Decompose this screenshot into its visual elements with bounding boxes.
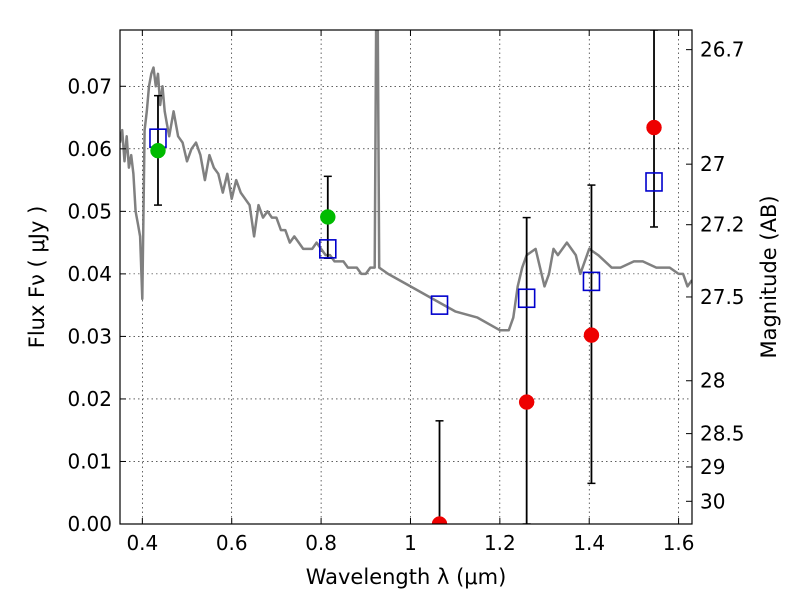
mag-tick-label: 27.2 xyxy=(700,213,745,237)
x-tick-label: 1.2 xyxy=(484,531,516,555)
mag-tick-label: 27 xyxy=(700,152,725,176)
x-tick-label: 0.8 xyxy=(305,531,337,555)
observed-flux-marker xyxy=(431,516,448,524)
y-tick-label: 0.04 xyxy=(67,262,112,286)
y-tick-label: 0.01 xyxy=(67,449,112,473)
model-photometry-marker xyxy=(582,271,601,292)
y-tick-label: 0.05 xyxy=(67,199,112,223)
y-tick-label: 0.06 xyxy=(67,137,112,161)
y-tick-label: 0.00 xyxy=(67,512,112,536)
observed-flux-marker xyxy=(518,394,535,410)
template-spectrum-line xyxy=(120,30,692,332)
x-tick-label: 1 xyxy=(404,531,417,555)
model-photometry-marker xyxy=(645,172,663,192)
y-tick-label: 0.07 xyxy=(67,74,112,98)
model-photometry-marker xyxy=(430,295,449,315)
mag-tick-label: 26.7 xyxy=(700,38,745,62)
x-tick-label: 0.6 xyxy=(216,531,248,555)
observed-flux-marker xyxy=(150,142,166,159)
observed-flux-marker xyxy=(583,327,600,343)
plot-frame xyxy=(119,29,693,525)
x-tick-label: 1.6 xyxy=(663,531,695,555)
plot-area xyxy=(120,30,692,524)
mag-tick-label: 27.5 xyxy=(700,285,745,309)
ticks: 0.4 0.6 0.8 1 1.2 1.4 1.6 0.00 0.01 0.02 0.03 0.04 0… xyxy=(67,30,745,555)
mag-tick-label: 28 xyxy=(700,369,725,393)
model-photometry-marker xyxy=(517,288,536,309)
y-tick-label: 0.03 xyxy=(67,324,112,348)
model-photometry-marker xyxy=(318,239,337,259)
y2-axis-label: Magnitude (AB) xyxy=(757,195,781,358)
mag-tick-label: 30 xyxy=(700,489,725,513)
y-tick-label: 0.02 xyxy=(67,387,112,411)
observed-flux-marker xyxy=(646,119,662,136)
x-tick-label: 1.4 xyxy=(573,531,605,555)
x-tick-label: 0.4 xyxy=(126,531,158,555)
mag-tick-label: 28.5 xyxy=(700,422,745,446)
y-axis-label: Flux Fν ( μJy ) xyxy=(25,206,49,349)
x-axis-label: Wavelength λ (μm) xyxy=(306,565,507,589)
observed-flux-marker xyxy=(320,209,336,225)
mag-tick-label: 29 xyxy=(700,455,725,479)
